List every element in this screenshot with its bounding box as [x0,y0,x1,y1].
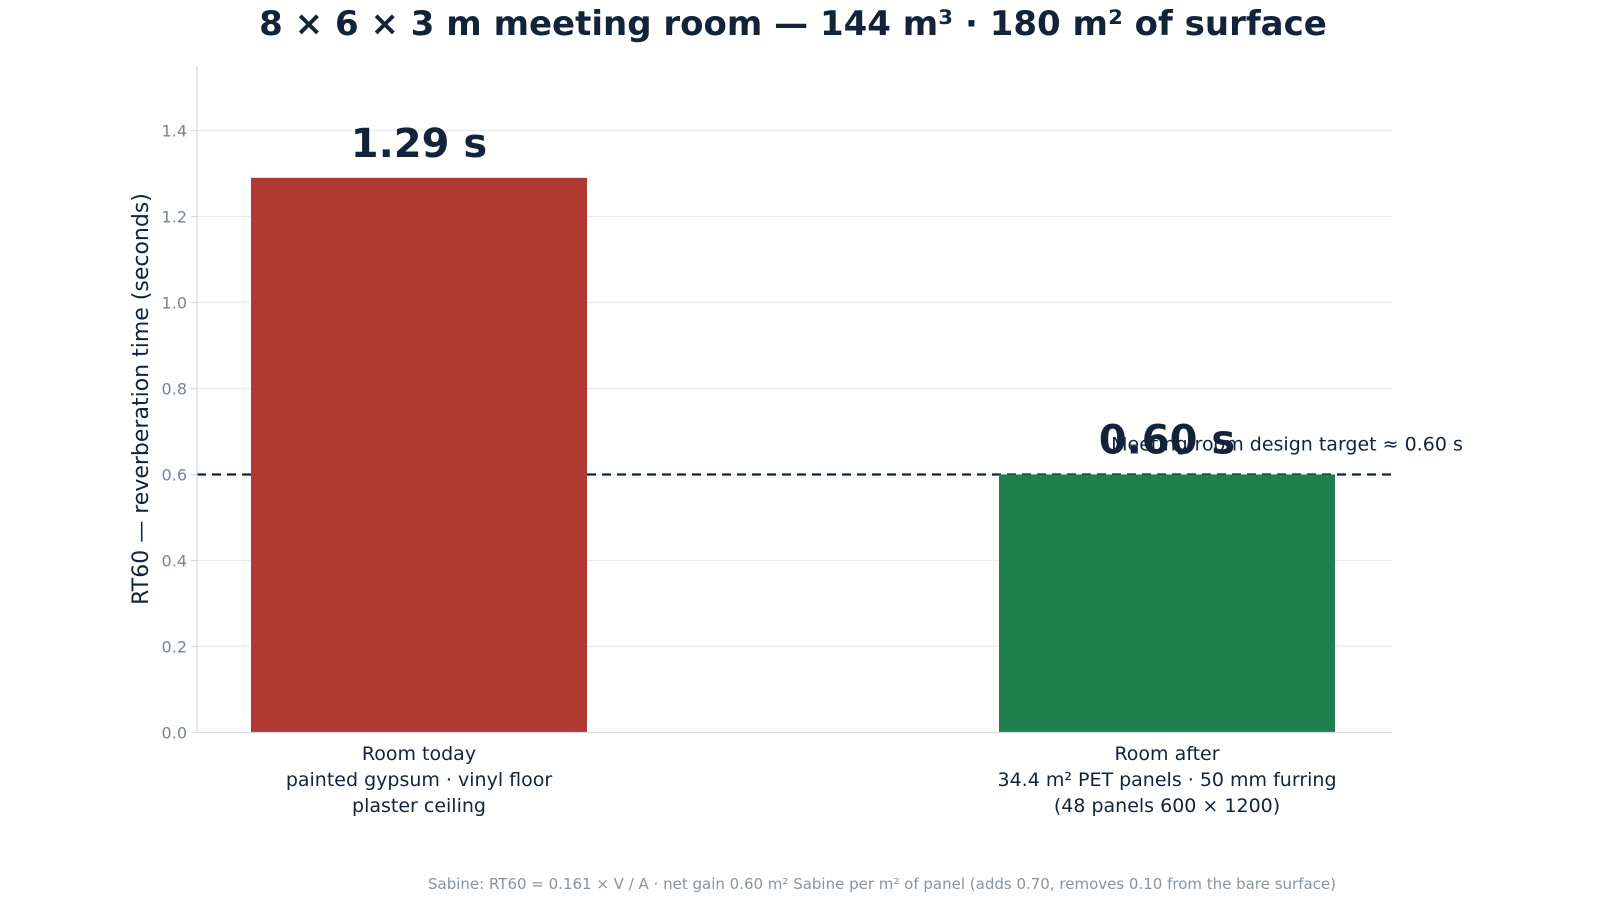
bar-room-after [999,474,1335,733]
x-category-labels: Room today painted gypsum · vinyl floor pl… [286,743,1337,817]
y-tick-label: 0.8 [162,380,187,399]
x-category-line: (48 panels 600 × 1200) [1054,795,1280,817]
y-axis-label: RT60 — reverberation time (seconds) [129,193,154,605]
bar-value-label: 1.29 s [351,121,487,167]
y-tick-label: 0.0 [162,724,187,743]
footnote: Sabine: RT60 = 0.161 × V / A · net gain … [428,875,1336,893]
y-tick-label: 1.2 [162,208,187,227]
bars [251,177,1335,733]
y-tick-label: 1.4 [162,122,187,141]
x-category-line: Room today [362,743,476,765]
x-category-line: Room after [1114,743,1219,765]
y-tick-label: 0.2 [162,638,187,657]
bar-room-today [251,177,587,733]
reference-line-label: Meeting-room design target ≈ 0.60 s [1111,434,1463,456]
y-tick-label: 1.0 [162,294,187,313]
value-labels: 1.29 s 0.60 s [351,121,1235,464]
x-category-line: painted gypsum · vinyl floor [286,769,553,791]
bar-value-label: 0.60 s [1099,418,1235,464]
chart-title: 8 × 6 × 3 m meeting room — 144 m³ · 180 … [259,4,1327,44]
x-category-line: 34.4 m² PET panels · 50 mm furring [997,769,1336,791]
y-tick-labels: 0.0 0.2 0.4 0.6 0.8 1.0 1.2 1.4 [162,122,197,743]
x-category-line: plaster ceiling [352,795,486,817]
axes [196,66,1392,734]
y-tick-label: 0.6 [162,466,187,485]
x-category-label: Room today painted gypsum · vinyl floor pl… [286,743,553,817]
x-category-label: Room after 34.4 m² PET panels · 50 mm fur… [997,743,1336,817]
y-tick-label: 0.4 [162,552,187,571]
